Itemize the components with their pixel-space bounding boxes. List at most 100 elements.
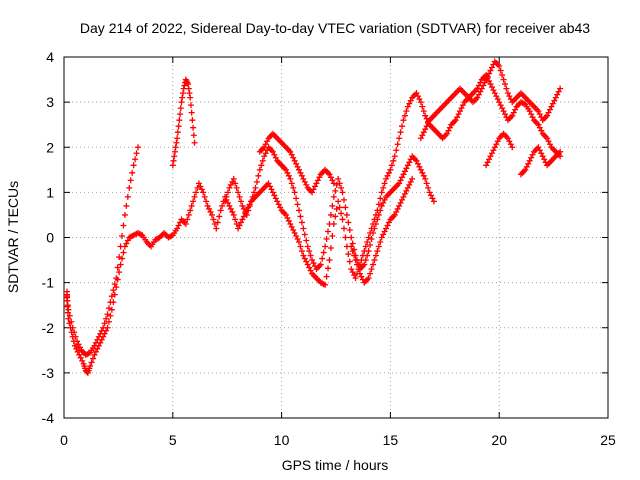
data-point xyxy=(335,175,342,182)
data-point-fill xyxy=(512,106,519,113)
data-point-fill xyxy=(103,315,110,322)
data-point xyxy=(552,94,559,101)
data-point xyxy=(195,180,202,187)
data-point xyxy=(291,157,298,164)
data-point xyxy=(256,166,263,173)
data-point xyxy=(404,162,411,169)
data-point-fill xyxy=(71,329,78,336)
data-point-fill xyxy=(181,82,188,89)
data-point-fill xyxy=(237,219,244,226)
data-point-fill xyxy=(423,123,430,130)
data-point-fill xyxy=(186,90,193,97)
data-point xyxy=(330,180,337,187)
data-point-fill xyxy=(323,236,330,243)
data-point xyxy=(91,342,98,349)
data-point xyxy=(487,67,494,74)
data-point-fill xyxy=(523,163,530,170)
data-point-fill xyxy=(298,172,305,179)
data-point-fill xyxy=(493,93,500,100)
data-point xyxy=(296,239,303,246)
data-point-fill xyxy=(506,138,513,145)
data-point-fill xyxy=(294,201,301,208)
data-point xyxy=(309,189,316,196)
data-point-fill xyxy=(185,211,192,218)
data-point xyxy=(261,144,268,151)
data-point xyxy=(235,189,242,196)
data-point-fill xyxy=(414,160,421,167)
data-point-fill xyxy=(297,243,304,250)
data-point-fill xyxy=(105,318,112,325)
data-point xyxy=(287,220,294,227)
data-point-fill xyxy=(294,236,301,243)
data-point-fill xyxy=(345,251,352,258)
data-point xyxy=(522,166,529,173)
data-point-fill xyxy=(499,72,506,79)
data-point-fill xyxy=(285,172,292,179)
data-point xyxy=(417,166,424,173)
data-point xyxy=(374,248,381,255)
data-point-fill xyxy=(114,264,121,271)
data-point-fill xyxy=(541,156,548,163)
data-point-fill xyxy=(233,184,240,191)
data-point-fill xyxy=(325,265,332,272)
data-point-fill xyxy=(323,273,330,280)
data-point xyxy=(326,257,333,264)
data-point-fill xyxy=(68,318,75,325)
data-point-fill xyxy=(490,147,497,154)
y-tick-label: -1 xyxy=(42,275,55,291)
data-point xyxy=(269,148,276,155)
data-point-fill xyxy=(303,237,310,244)
data-point xyxy=(291,229,298,236)
data-point xyxy=(504,90,511,97)
data-point xyxy=(378,189,385,196)
data-point xyxy=(313,180,320,187)
data-point xyxy=(235,225,242,232)
x-tick-label: 25 xyxy=(600,432,616,448)
data-point-fill xyxy=(406,181,413,188)
data-point-fill xyxy=(528,111,535,118)
data-point xyxy=(417,99,424,106)
data-point xyxy=(204,202,211,209)
data-point-fill xyxy=(362,243,369,250)
data-point-fill xyxy=(385,219,392,226)
data-point xyxy=(535,108,542,115)
data-point-fill xyxy=(259,157,266,164)
data-point xyxy=(374,216,381,223)
data-point-fill xyxy=(419,132,426,139)
y-tick-label: -4 xyxy=(42,410,55,426)
data-point-fill xyxy=(290,226,297,233)
data-point-fill xyxy=(170,157,177,164)
data-point-fill xyxy=(499,105,506,112)
data-point-fill xyxy=(111,281,118,288)
data-point xyxy=(322,281,329,288)
data-point xyxy=(535,121,542,128)
data-point xyxy=(226,184,233,191)
data-point xyxy=(365,248,372,255)
data-point-fill xyxy=(307,252,314,259)
data-point xyxy=(504,135,511,142)
data-point-fill xyxy=(190,198,197,205)
data-point-fill xyxy=(98,327,105,334)
data-point xyxy=(182,220,189,227)
data-point-fill xyxy=(332,187,339,194)
data-point-fill xyxy=(232,216,239,223)
data-point-fill xyxy=(310,186,317,193)
data-point xyxy=(396,202,403,209)
data-point xyxy=(430,198,437,205)
y-tick-label: -2 xyxy=(42,320,55,336)
data-point-fill xyxy=(72,333,79,340)
data-point xyxy=(180,85,187,92)
data-point-fill xyxy=(232,180,239,187)
data-points xyxy=(64,58,564,376)
data-point-fill xyxy=(210,216,217,223)
data-point-fill xyxy=(493,141,500,148)
data-point-fill xyxy=(510,109,517,116)
data-point-fill xyxy=(380,231,387,238)
data-point-fill xyxy=(288,180,295,187)
data-point xyxy=(252,184,259,191)
data-point-fill xyxy=(94,336,101,343)
data-point-fill xyxy=(197,183,204,190)
data-point xyxy=(378,234,385,241)
data-point-fill xyxy=(388,162,395,169)
